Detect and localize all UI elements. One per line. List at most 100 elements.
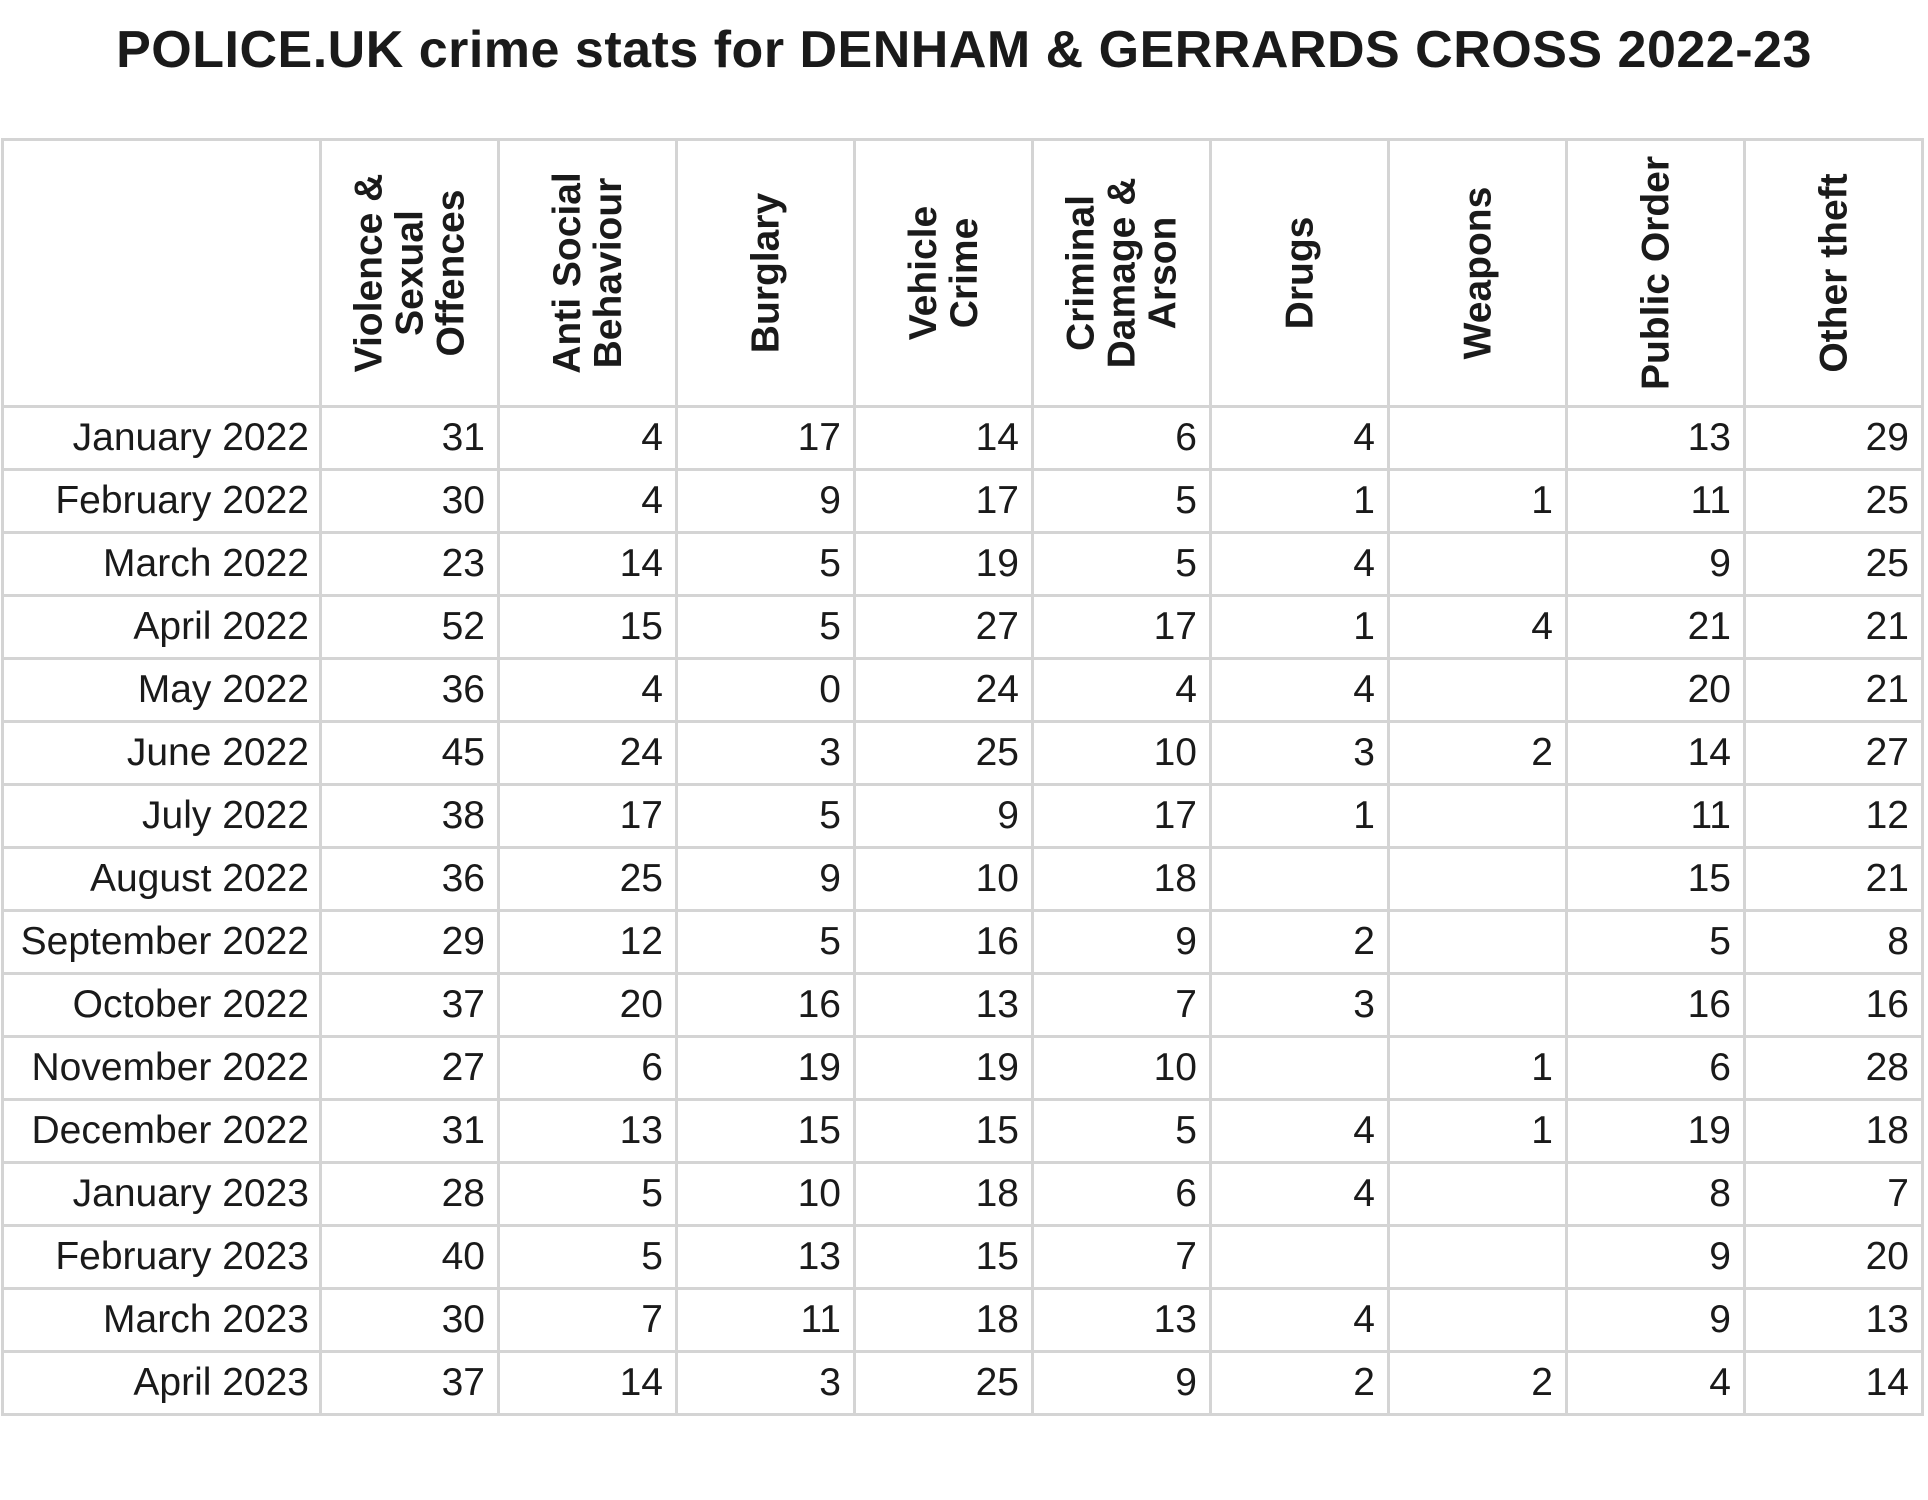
value-cell: 5: [1031, 1098, 1212, 1164]
table-row: March 2023 30 7 11 18 13 4 9 13: [1, 1287, 1924, 1353]
value-cell: 14: [497, 531, 678, 597]
value-cell: [1387, 405, 1568, 471]
table-row: September 2022 29 12 5 16 9 2 5 8: [1, 909, 1924, 975]
value-cell: [1209, 846, 1390, 912]
value-cell: 5: [675, 531, 856, 597]
column-header: Other theft: [1743, 138, 1924, 408]
value-cell: 18: [1031, 846, 1212, 912]
column-header-label: Public Order: [1634, 155, 1677, 391]
value-cell: 38: [319, 783, 500, 849]
month-cell: February 2023: [1, 1224, 322, 1290]
value-cell: 27: [1743, 720, 1924, 786]
table-row: April 2022 52 15 5 27 17 1 4 21 21: [1, 594, 1924, 660]
value-cell: 13: [853, 972, 1034, 1038]
value-cell: [1209, 1224, 1390, 1290]
value-cell: [1387, 531, 1568, 597]
month-cell: July 2022: [1, 783, 322, 849]
month-cell: March 2022: [1, 531, 322, 597]
column-header-label: Burglary: [744, 192, 787, 354]
value-cell: 52: [319, 594, 500, 660]
month-cell: April 2023: [1, 1350, 322, 1416]
value-cell: 8: [1565, 1161, 1746, 1227]
table-row: May 2022 36 4 0 24 4 4 20 21: [1, 657, 1924, 723]
column-header-label: Vehicle Crime: [901, 205, 986, 341]
table-row: November 2022 27 6 19 19 10 1 6 28: [1, 1035, 1924, 1101]
value-cell: 13: [1031, 1287, 1212, 1353]
value-cell: 18: [853, 1287, 1034, 1353]
value-cell: 5: [1565, 909, 1746, 975]
value-cell: [1387, 1161, 1568, 1227]
value-cell: 4: [1209, 405, 1390, 471]
value-cell: 15: [675, 1098, 856, 1164]
column-header: Criminal Damage & Arson: [1031, 138, 1212, 408]
value-cell: 1: [1209, 468, 1390, 534]
value-cell: 17: [675, 405, 856, 471]
column-header-label: Violence & Sexual Offences: [347, 173, 472, 373]
value-cell: 24: [497, 720, 678, 786]
value-cell: 4: [1209, 531, 1390, 597]
value-cell: 24: [853, 657, 1034, 723]
table-row: June 2022 45 24 3 25 10 3 2 14 27: [1, 720, 1924, 786]
value-cell: 19: [853, 531, 1034, 597]
value-cell: 17: [497, 783, 678, 849]
value-cell: 20: [1743, 1224, 1924, 1290]
month-cell: January 2023: [1, 1161, 322, 1227]
value-cell: 9: [675, 846, 856, 912]
table-row: July 2022 38 17 5 9 17 1 11 12: [1, 783, 1924, 849]
value-cell: 1: [1387, 468, 1568, 534]
value-cell: 10: [675, 1161, 856, 1227]
value-cell: 11: [1565, 468, 1746, 534]
value-cell: 21: [1565, 594, 1746, 660]
table-row: February 2023 40 5 13 15 7 9 20: [1, 1224, 1924, 1290]
value-cell: 9: [1565, 1224, 1746, 1290]
value-cell: 1: [1387, 1035, 1568, 1101]
value-cell: 0: [675, 657, 856, 723]
crime-stats-table-wrapper: Violence & Sexual Offences Anti Social B…: [1, 138, 1924, 1416]
value-cell: 13: [1743, 1287, 1924, 1353]
month-cell: June 2022: [1, 720, 322, 786]
value-cell: 14: [497, 1350, 678, 1416]
header-row: Violence & Sexual Offences Anti Social B…: [1, 138, 1924, 408]
month-cell: December 2022: [1, 1098, 322, 1164]
value-cell: 7: [1743, 1161, 1924, 1227]
value-cell: 12: [1743, 783, 1924, 849]
column-header: Public Order: [1565, 138, 1746, 408]
value-cell: 6: [1031, 405, 1212, 471]
value-cell: [1387, 846, 1568, 912]
value-cell: 16: [1743, 972, 1924, 1038]
value-cell: 5: [497, 1161, 678, 1227]
value-cell: 14: [1565, 720, 1746, 786]
table-body: January 2022 31 4 17 14 6 4 13 29 February 2022 30…: [1, 405, 1924, 1416]
month-cell: September 2022: [1, 909, 322, 975]
table-row: February 2022 30 4 9 17 5 1 1 11 25: [1, 468, 1924, 534]
page-title: POLICE.UK crime stats for DENHAM & GERRA…: [116, 21, 1812, 79]
value-cell: 3: [1209, 720, 1390, 786]
table-row: January 2022 31 4 17 14 6 4 13 29: [1, 405, 1924, 471]
value-cell: 40: [319, 1224, 500, 1290]
value-cell: 10: [853, 846, 1034, 912]
value-cell: 25: [497, 846, 678, 912]
value-cell: 11: [1565, 783, 1746, 849]
value-cell: 23: [319, 531, 500, 597]
value-cell: 5: [497, 1224, 678, 1290]
value-cell: 5: [675, 783, 856, 849]
value-cell: 15: [1565, 846, 1746, 912]
month-cell: March 2023: [1, 1287, 322, 1353]
value-cell: 27: [319, 1035, 500, 1101]
value-cell: 4: [1387, 594, 1568, 660]
value-cell: 2: [1209, 1350, 1390, 1416]
value-cell: 17: [1031, 594, 1212, 660]
value-cell: 2: [1387, 720, 1568, 786]
table-row: October 2022 37 20 16 13 7 3 16 16: [1, 972, 1924, 1038]
column-header-label: Weapons: [1456, 186, 1499, 360]
value-cell: 9: [1031, 1350, 1212, 1416]
column-header: Violence & Sexual Offences: [319, 138, 500, 408]
value-cell: 5: [675, 594, 856, 660]
value-cell: 2: [1387, 1350, 1568, 1416]
value-cell: 6: [1565, 1035, 1746, 1101]
value-cell: 14: [1743, 1350, 1924, 1416]
value-cell: 18: [853, 1161, 1034, 1227]
value-cell: 4: [1031, 657, 1212, 723]
value-cell: 4: [497, 468, 678, 534]
value-cell: 9: [675, 468, 856, 534]
